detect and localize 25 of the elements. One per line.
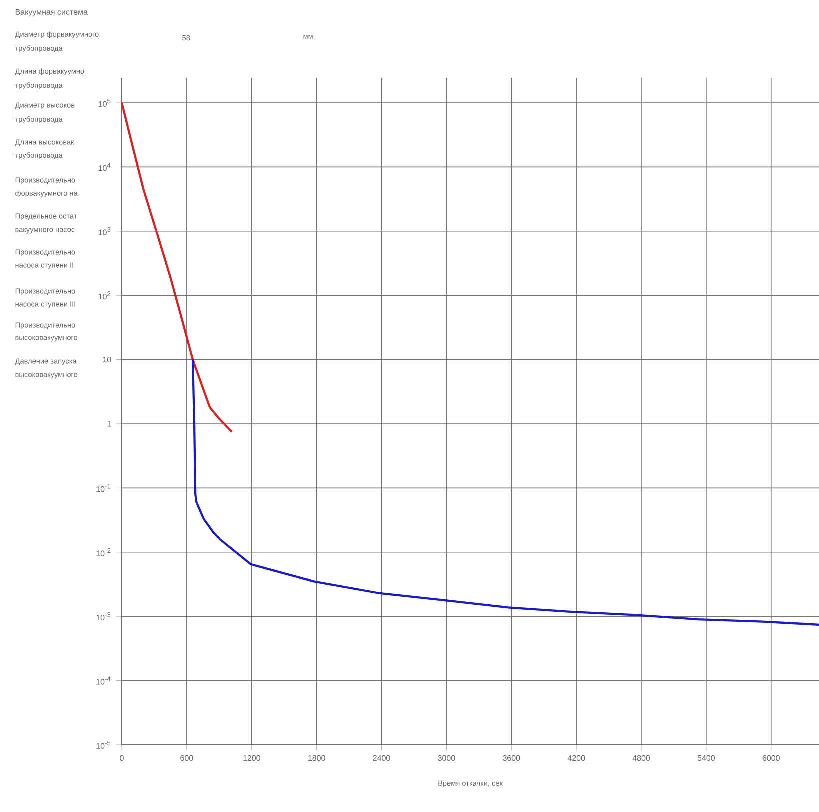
y-tick-label: 10$^{3}$ bbox=[98, 227, 111, 236]
x-tick-label: 4800 bbox=[632, 755, 650, 762]
x-tick-label: 2400 bbox=[373, 755, 390, 762]
x-tick-label: 0 bbox=[120, 755, 124, 762]
y-tick-label: 10 bbox=[103, 356, 112, 363]
x-tick-label: 1200 bbox=[244, 755, 260, 762]
y-tick-label: 10$^{4}$ bbox=[98, 163, 111, 172]
y-tick-label: 1 bbox=[108, 421, 112, 427]
x-tick-label: 600 bbox=[180, 755, 194, 762]
x-tick-label: 3600 bbox=[503, 755, 520, 762]
x-tick-label: 1800 bbox=[308, 755, 326, 762]
x-tick-label: 6000 bbox=[762, 755, 780, 762]
y-tick-label: 10$^{2}$ bbox=[98, 292, 111, 300]
x-tick-label: 3000 bbox=[438, 755, 456, 762]
text: Вакуумная система bbox=[16, 9, 88, 17]
y-tick-label: 10$^{-3}$ bbox=[96, 612, 111, 621]
y-tick-label: 10$^{-5}$ bbox=[96, 740, 111, 750]
line-series bbox=[192, 358, 819, 626]
x-tick-label: 4200 bbox=[568, 755, 586, 762]
y-tick-label: 10$^{5}$ bbox=[98, 98, 111, 107]
y-tick-label: 10$^{-2}$ bbox=[96, 548, 111, 556]
y-tick-label: 10$^{-1}$ bbox=[96, 484, 111, 492]
x-tick-label: 5400 bbox=[698, 755, 716, 762]
line-series bbox=[120, 102, 234, 434]
y-tick-label: 10$^{-4}$ bbox=[96, 676, 111, 685]
